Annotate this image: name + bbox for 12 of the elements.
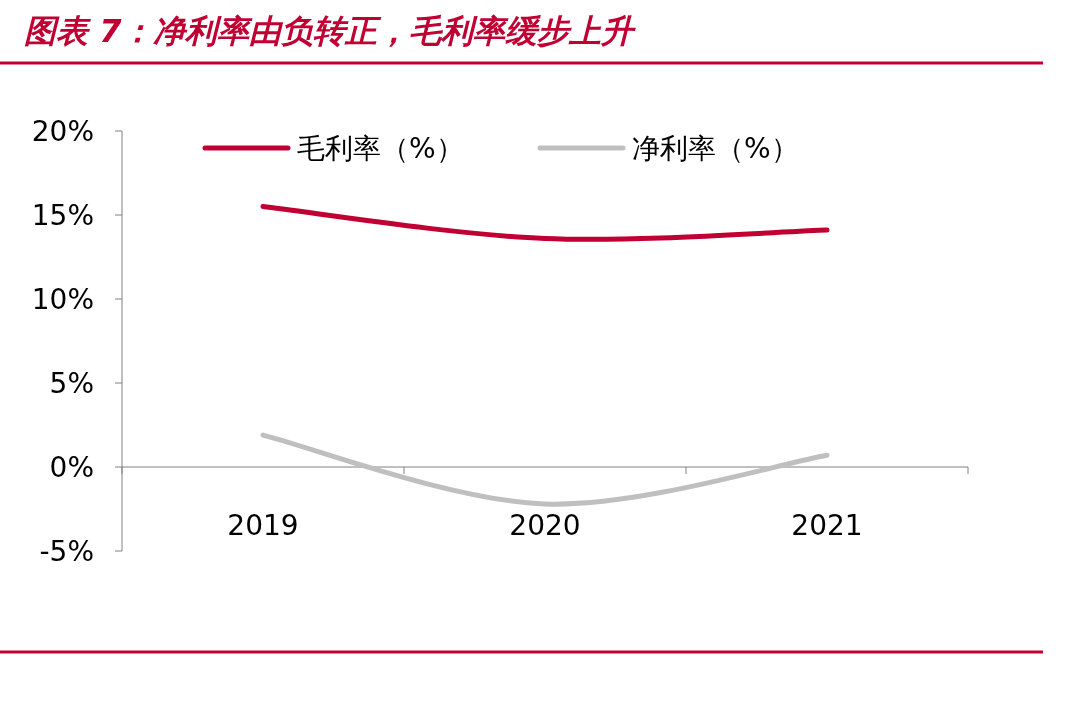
y-tick-label: 0% (49, 451, 94, 484)
y-tick-label: 20% (31, 115, 94, 148)
y-tick-label: 10% (31, 283, 94, 316)
title: 图表 7：净利率由负转正，毛利率缓步上升 (24, 12, 634, 50)
x-tick-label: 2021 (791, 509, 863, 542)
x-tick-label: 2019 (227, 509, 299, 542)
legend-label: 毛利率（%） (297, 132, 464, 165)
x-tick-label: 2020 (509, 509, 581, 542)
y-tick-label: 5% (49, 367, 94, 400)
legend-label: 净利率（%） (632, 132, 799, 165)
y-tick-label: 15% (31, 199, 94, 232)
y-tick-label: -5% (39, 535, 94, 568)
